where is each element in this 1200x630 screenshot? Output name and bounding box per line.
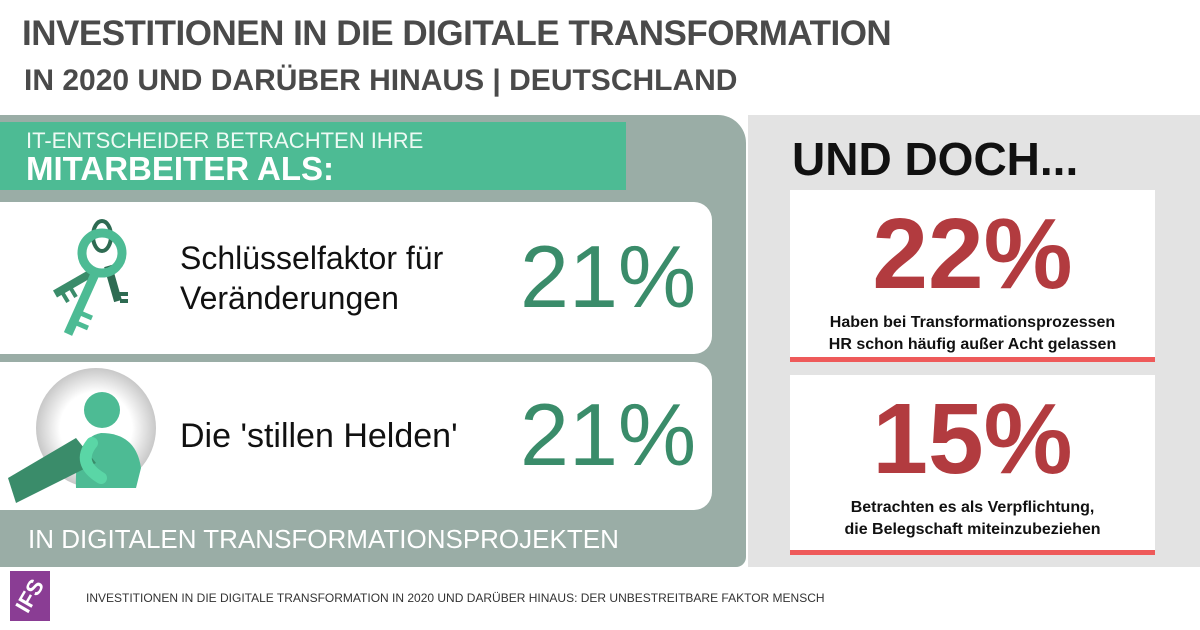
card-text: Haben bei Transformationsprozessen HR sch…	[828, 314, 1117, 353]
card-text: Betrachten es als Verpflichtung, die Bele…	[844, 499, 1101, 538]
band-line-2: MITARBEITER ALS:	[26, 150, 334, 187]
keys-icon	[53, 219, 128, 336]
green-header-band	[0, 122, 626, 190]
row-value: 21%	[520, 385, 697, 484]
subtitle: IN 2020 UND DARÜBER HINAUS | DEUTSCHLAND	[24, 64, 738, 97]
source-line: INVESTITIONEN IN DIE DIGITALE TRANSFORMA…	[86, 591, 825, 605]
hero-person-icon	[8, 368, 156, 503]
band-line-1: IT-ENTSCHEIDER BETRACHTEN IHRE	[26, 128, 424, 153]
stat-card-22: 22% Haben bei Transformationsprozessen HR…	[790, 190, 1155, 362]
panel-footer: IN DIGITALEN TRANSFORMATIONSPROJEKTEN	[28, 524, 619, 554]
card-value: 15%	[872, 383, 1073, 495]
row-value: 21%	[520, 227, 697, 326]
stat-card-15: 15% Betrachten es als Verpflichtung, die …	[790, 375, 1155, 555]
ifs-logo: IFS	[10, 571, 50, 621]
row-label: Schlüsselfaktor für Veränderungen	[180, 240, 444, 316]
card-value: 22%	[872, 198, 1073, 310]
stat-row-heroes: Die 'stillen Helden' 21%	[0, 362, 712, 510]
main-title: INVESTITIONEN IN DIE DIGITALE TRANSFORMA…	[22, 14, 892, 53]
right-heading: UND DOCH...	[792, 133, 1079, 185]
row-label: Die 'stillen Helden'	[180, 417, 458, 455]
stat-row-keys: Schlüsselfaktor für Veränderungen 21%	[0, 202, 712, 354]
